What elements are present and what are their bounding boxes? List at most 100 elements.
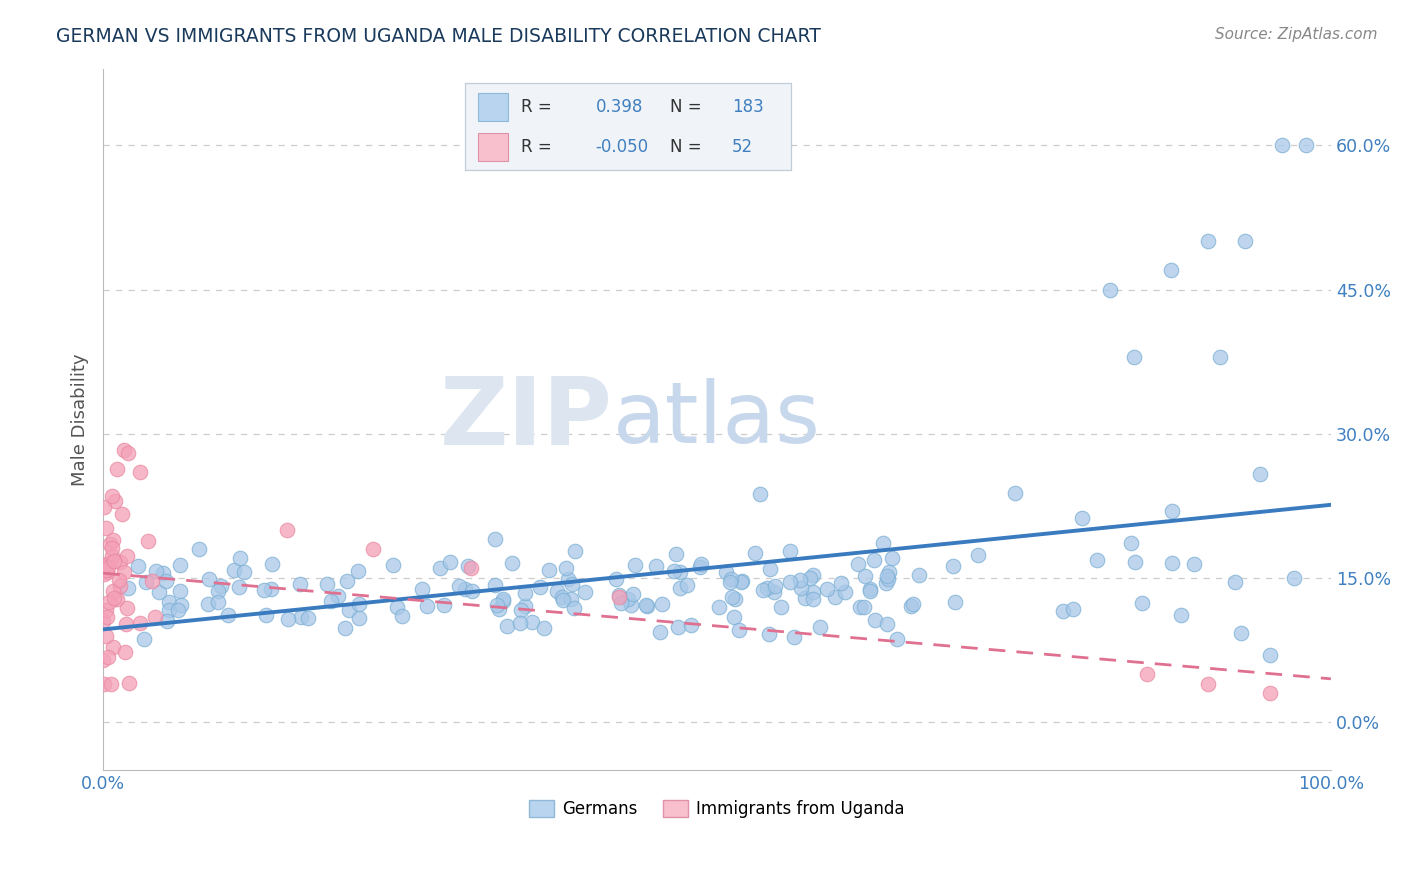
Point xyxy=(488,602,510,616)
Point xyxy=(749,487,772,501)
Point xyxy=(824,590,846,604)
Point xyxy=(97,556,120,570)
Point xyxy=(560,592,582,607)
Point xyxy=(385,599,408,614)
Point xyxy=(361,541,384,556)
Point xyxy=(759,562,782,576)
Point xyxy=(1229,626,1251,640)
Point xyxy=(167,602,190,616)
Point xyxy=(115,600,138,615)
Point xyxy=(96,609,118,624)
Point xyxy=(492,594,515,608)
Point xyxy=(100,549,122,564)
Legend: Germans, Immigrants from Uganda: Germans, Immigrants from Uganda xyxy=(523,793,911,825)
Point xyxy=(93,558,115,572)
Point xyxy=(290,577,312,591)
Point xyxy=(155,574,177,589)
Point xyxy=(1071,511,1094,525)
Point xyxy=(382,558,405,572)
Point xyxy=(94,563,117,577)
Point xyxy=(134,632,156,646)
Point xyxy=(129,615,152,630)
Point xyxy=(758,626,780,640)
Point xyxy=(723,609,745,624)
Point xyxy=(1004,486,1026,500)
Point xyxy=(429,561,451,575)
Point xyxy=(793,591,815,605)
Point xyxy=(679,617,702,632)
Point xyxy=(942,558,965,573)
Point xyxy=(607,588,630,602)
Point xyxy=(347,564,370,578)
Point xyxy=(799,571,821,585)
Point xyxy=(853,569,876,583)
Point xyxy=(94,603,117,617)
Point xyxy=(1271,138,1294,153)
Point xyxy=(876,569,898,583)
Point xyxy=(834,585,856,599)
Point xyxy=(447,579,470,593)
Point xyxy=(509,603,531,617)
Text: ZIP: ZIP xyxy=(440,373,613,466)
Point xyxy=(744,545,766,559)
Point xyxy=(533,622,555,636)
Point xyxy=(1170,607,1192,622)
Point xyxy=(555,561,578,575)
Point xyxy=(689,560,711,574)
Point xyxy=(877,566,900,580)
Point xyxy=(260,557,283,571)
Point xyxy=(101,489,124,503)
Point xyxy=(100,676,122,690)
Point xyxy=(756,581,779,595)
Point xyxy=(336,574,359,588)
Point xyxy=(252,582,274,597)
Point xyxy=(676,578,699,592)
Point xyxy=(779,544,801,558)
Point xyxy=(114,645,136,659)
Point xyxy=(337,603,360,617)
Point xyxy=(664,564,686,578)
Point xyxy=(651,597,673,611)
Point xyxy=(762,585,785,599)
Point xyxy=(1249,467,1271,481)
Point xyxy=(108,579,131,593)
Point xyxy=(810,620,832,634)
Point xyxy=(801,584,824,599)
Point xyxy=(457,558,479,573)
Point xyxy=(319,594,342,608)
Point xyxy=(101,640,124,654)
Y-axis label: Male Disability: Male Disability xyxy=(72,353,89,485)
Point xyxy=(546,583,568,598)
Point xyxy=(333,621,356,635)
Point xyxy=(537,563,560,577)
Point xyxy=(97,594,120,608)
Point xyxy=(876,617,898,632)
Point xyxy=(105,591,128,606)
Point xyxy=(789,574,811,588)
Point xyxy=(103,584,125,599)
Point xyxy=(553,593,575,607)
Point xyxy=(1123,350,1146,364)
Point xyxy=(551,590,574,604)
Point xyxy=(207,584,229,599)
Point xyxy=(391,609,413,624)
Point xyxy=(1160,504,1182,518)
Point xyxy=(853,600,876,615)
Point xyxy=(1209,350,1232,364)
Point xyxy=(1258,686,1281,700)
Point xyxy=(135,574,157,589)
Point xyxy=(1182,558,1205,572)
Point xyxy=(1085,553,1108,567)
Point xyxy=(789,581,811,595)
Point xyxy=(636,599,658,614)
Point xyxy=(610,596,633,610)
Point xyxy=(769,599,792,614)
Point xyxy=(720,572,742,586)
Point xyxy=(170,598,193,612)
Point xyxy=(1130,596,1153,610)
Point xyxy=(96,565,118,579)
Point xyxy=(492,592,515,607)
Point xyxy=(1136,666,1159,681)
Point xyxy=(276,523,298,537)
Point xyxy=(148,585,170,599)
